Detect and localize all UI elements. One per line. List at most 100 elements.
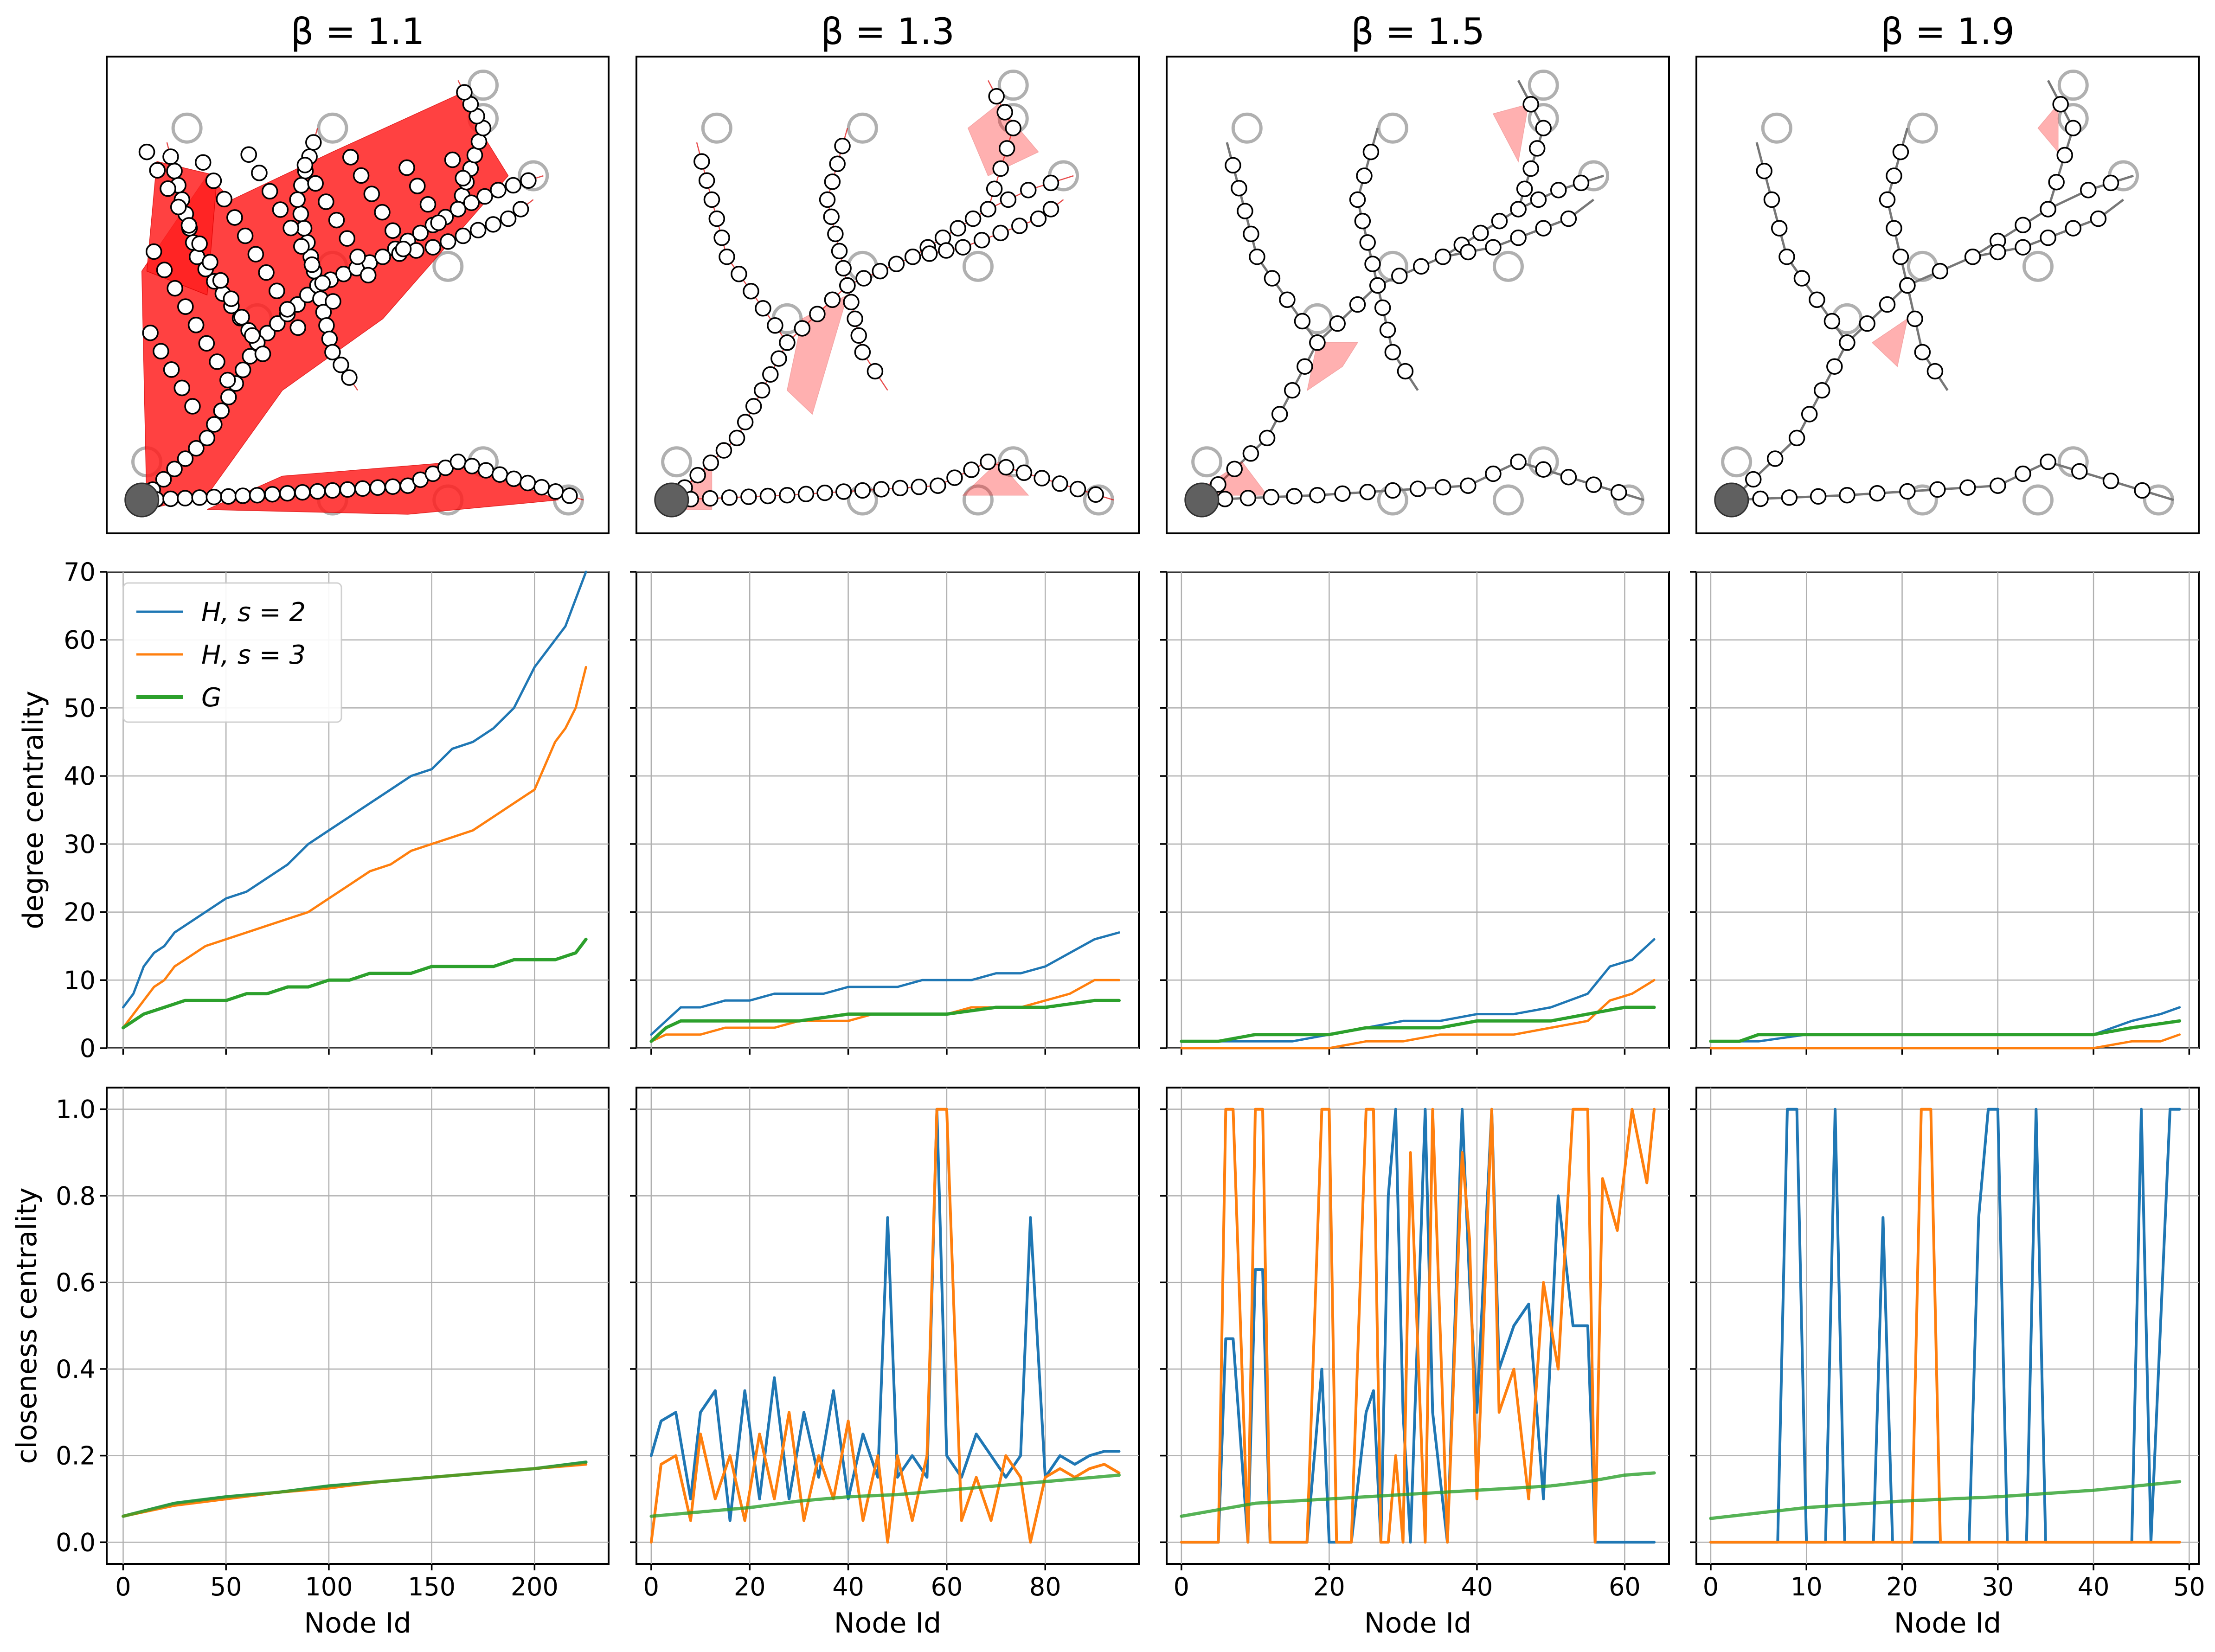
hyperedge-patch — [1307, 342, 1358, 391]
series-line-h-s3 — [649, 1108, 1121, 1544]
network-node — [194, 154, 212, 171]
network-node — [1585, 476, 1602, 493]
x-tick-label: 50 — [210, 1572, 242, 1601]
network-node — [254, 346, 271, 362]
x-tick-label: 50 — [2173, 1572, 2205, 1601]
network-edge — [1356, 128, 1379, 200]
source-node — [124, 482, 160, 518]
network-node — [762, 366, 779, 383]
network-node — [996, 104, 1013, 121]
series-line-h-s3 — [122, 666, 587, 1029]
network-node — [1990, 477, 2006, 494]
network-node — [743, 283, 759, 300]
network-node — [1907, 310, 1923, 327]
network-node — [1886, 220, 1902, 237]
network-edge — [1493, 218, 1569, 249]
network-node — [505, 470, 522, 487]
degree-panel-3 — [1160, 571, 1670, 1055]
closeness-panel-1: 0 50 100 150 200 0.0 0.2 0.4 0.6 0.8 1.0 Node Id — [56, 1087, 610, 1639]
series-line-h-s2 — [1180, 1108, 1656, 1544]
plot-frame — [636, 571, 1140, 1049]
network-edge — [1972, 208, 2049, 258]
network-node — [992, 224, 1009, 242]
y-axis-label-closeness: closeness centrality — [11, 1187, 43, 1464]
network-node — [279, 301, 296, 318]
network-node — [737, 414, 754, 430]
network-node — [142, 324, 159, 341]
network-node — [1334, 485, 1351, 502]
sink-node — [997, 70, 1029, 101]
network-node — [1384, 344, 1401, 361]
network-node — [1778, 249, 1795, 265]
network-node — [1271, 406, 1288, 423]
network-node — [946, 469, 963, 486]
network-node — [2080, 182, 2097, 198]
network-node — [708, 210, 725, 227]
x-tick-label: 100 — [305, 1572, 353, 1601]
network-node — [867, 363, 884, 380]
series-line-h-s2 — [649, 1108, 1121, 1522]
network-node — [1297, 358, 1313, 375]
x-tick-label: 40 — [1461, 1572, 1493, 1601]
network-node — [205, 173, 222, 189]
network-node — [419, 196, 437, 213]
network-node — [512, 201, 529, 218]
sink-node — [1492, 484, 1524, 516]
network-node — [779, 334, 796, 351]
network-node — [1087, 486, 1104, 503]
network-node — [892, 480, 909, 497]
network-node — [360, 267, 377, 284]
y-axis-label-degree: degree centrality — [17, 691, 50, 929]
plot-frame — [1695, 571, 2200, 1049]
network-node — [212, 272, 229, 289]
y-tick-label: 0.2 — [56, 1441, 96, 1471]
network-node — [1892, 249, 1909, 265]
network-node — [1522, 160, 1539, 177]
hyperedge-patch — [967, 103, 1039, 177]
network-node — [209, 353, 225, 370]
network-node — [963, 461, 980, 478]
sink-node — [2022, 484, 2054, 516]
network-node — [2040, 201, 2056, 218]
network-node — [2090, 210, 2107, 227]
series-line-g — [1180, 1471, 1656, 1518]
series-line-h-s2 — [1180, 938, 1656, 1043]
network-node — [2015, 239, 2031, 256]
network-node — [702, 455, 719, 471]
network-node — [2040, 229, 2056, 246]
x-tick-label: 20 — [1886, 1572, 1918, 1601]
network-node — [342, 149, 359, 166]
network-node — [184, 398, 201, 415]
y-tick-label: 70 — [64, 557, 96, 587]
network-node — [349, 249, 366, 265]
plot-frame — [1695, 1087, 2200, 1565]
network-edge — [1846, 284, 1908, 344]
network-node — [138, 143, 155, 160]
series-line-g — [122, 937, 588, 1030]
network-node — [759, 487, 777, 505]
network-node — [2015, 465, 2031, 482]
network-node — [1362, 143, 1380, 160]
network-node — [430, 214, 447, 231]
x-tick-label: 0 — [1703, 1572, 1719, 1601]
x-tick-label: 10 — [1791, 1572, 1823, 1601]
network-node — [293, 238, 310, 255]
series-line-h-s3 — [1180, 979, 1656, 1050]
sink-node — [1721, 446, 1753, 478]
network-node — [198, 335, 215, 352]
network-node — [824, 291, 841, 308]
network-node — [911, 479, 927, 495]
x-tick-label: 40 — [2078, 1572, 2110, 1601]
network-node — [294, 484, 311, 501]
network-edge — [937, 461, 989, 487]
network-node — [160, 180, 176, 197]
network-node — [303, 256, 321, 273]
network-node — [1550, 182, 1567, 198]
network-node — [998, 459, 1014, 476]
network-node — [1015, 464, 1033, 481]
network-node — [2065, 220, 2081, 237]
network-node — [715, 442, 732, 459]
network-node — [1573, 174, 1590, 192]
network-node — [1560, 210, 1577, 227]
